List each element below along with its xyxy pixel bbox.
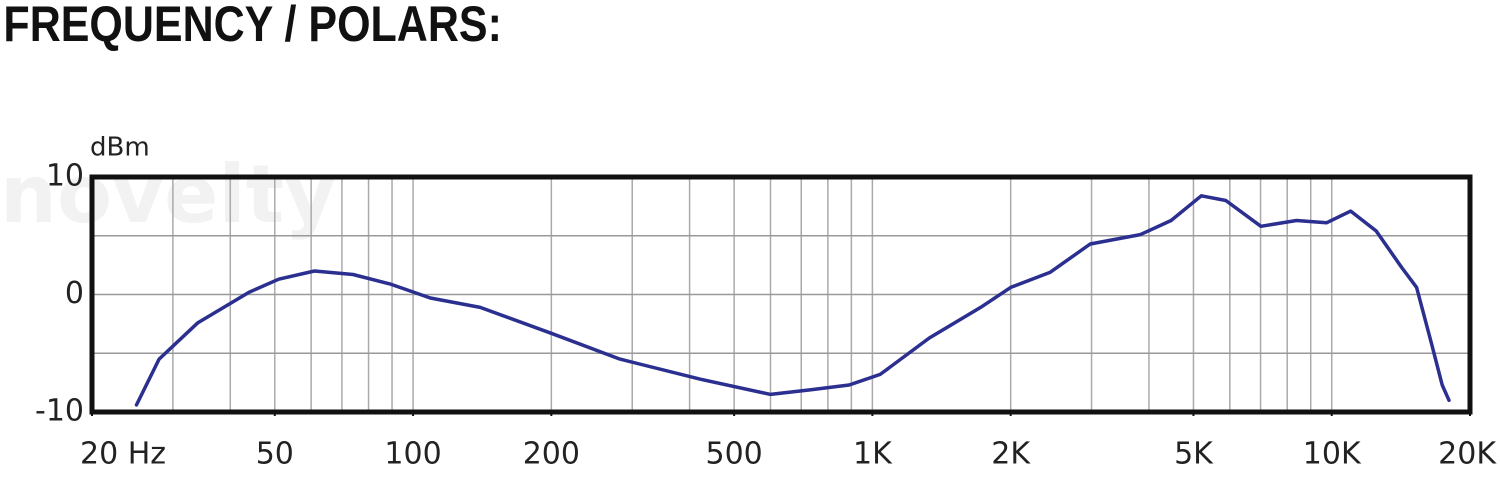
x-tick-label: 200 xyxy=(523,437,580,472)
response-curve xyxy=(134,194,1451,407)
y-tick-label: -10 xyxy=(35,394,84,429)
x-tick-label: 1K xyxy=(853,437,893,472)
y-axis-label: dBm xyxy=(90,133,150,163)
x-tick-label: 500 xyxy=(705,437,762,472)
x-tick-label: 20 Hz xyxy=(80,437,166,472)
y-tick-label: 0 xyxy=(65,276,84,311)
x-tick-label: 5K xyxy=(1174,437,1214,472)
plot-frame xyxy=(89,174,1473,415)
watermark: novelty xyxy=(0,148,336,241)
y-tick-label: 10 xyxy=(46,159,84,194)
x-tick-label: 10K xyxy=(1303,437,1362,472)
chart-title: FREQUENCY / POLARS: xyxy=(3,0,501,52)
x-tick-label: 50 xyxy=(256,437,294,472)
x-tick-label: 2K xyxy=(991,437,1031,472)
x-tick-label: 100 xyxy=(384,437,441,472)
x-tick-label: 20K xyxy=(1438,437,1497,472)
